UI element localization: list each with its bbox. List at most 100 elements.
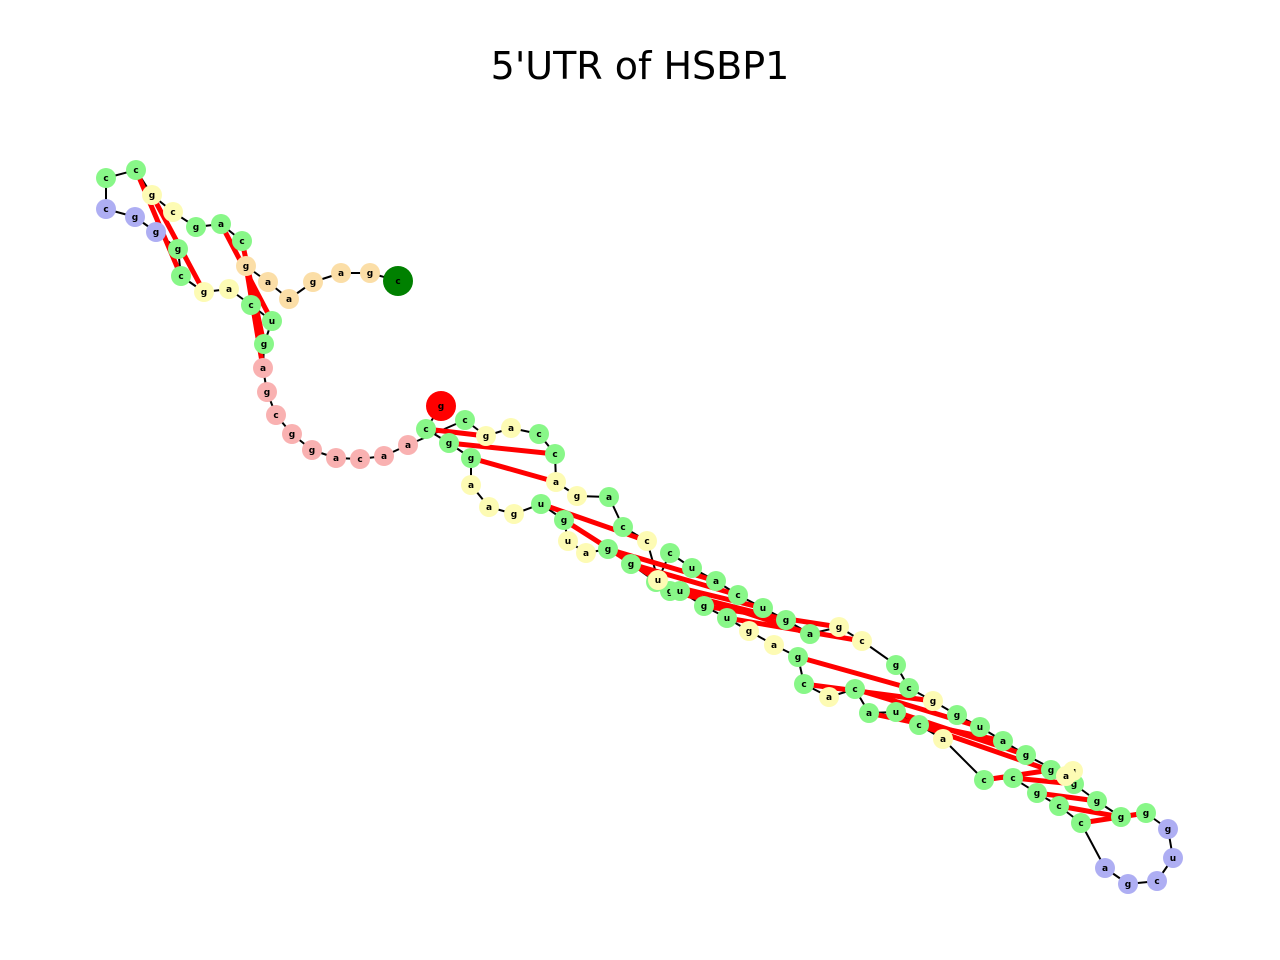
nucleotide-circle (800, 624, 820, 644)
nucleotide: g (146, 222, 166, 242)
nucleotide-circle (598, 539, 618, 559)
nucleotide: c (660, 543, 680, 563)
nucleotide: c (126, 160, 146, 180)
nucleotide-circle (753, 598, 773, 618)
base-pair-bond (540, 501, 648, 544)
nucleotide-circle (717, 608, 737, 628)
nucleotide-label: u (565, 537, 571, 547)
nucleotide: g (125, 207, 145, 227)
nucleotide-nodes: gcggaaguguaggugugugagcacaucaccgccagcuggg… (96, 160, 1183, 894)
nucleotide-label: a (713, 577, 719, 587)
nucleotide: g (1118, 874, 1138, 894)
nucleotide-circle (146, 222, 166, 242)
nucleotide-label: g (1023, 751, 1029, 761)
nucleotide-label: g (201, 288, 207, 298)
nucleotide-label: a (338, 269, 344, 279)
nucleotide-label: g (438, 402, 444, 412)
diagram-title: 5'UTR of HSBP1 (490, 44, 790, 88)
nucleotide: g (439, 433, 459, 453)
nucleotide: c (529, 424, 549, 444)
nucleotide-label: g (795, 653, 801, 663)
nucleotide: a (546, 472, 566, 492)
nucleotide-circle (819, 687, 839, 707)
nucleotide: g (1111, 807, 1131, 827)
nucleotide-circle (1049, 796, 1069, 816)
nucleotide: u (262, 311, 282, 331)
nucleotide-label: a (486, 503, 492, 513)
nucleotide-circle (1118, 874, 1138, 894)
nucleotide-label: u (677, 587, 683, 597)
nucleotide-label: g (930, 697, 936, 707)
nucleotide: g (254, 334, 274, 354)
nucleotide: g (302, 440, 322, 460)
nucleotide-circle (461, 475, 481, 495)
nucleotide-circle (232, 231, 252, 251)
nucleotide-circle (461, 448, 481, 468)
nucleotide-circle (142, 185, 162, 205)
nucleotide-label: g (746, 627, 752, 637)
nucleotide-label: g (954, 711, 960, 721)
nucleotide-circle (266, 405, 286, 425)
nucleotide-label: g (667, 587, 673, 597)
nucleotide-circle (219, 279, 239, 299)
nucleotide-label: c (273, 411, 278, 421)
nucleotide-circle (374, 446, 394, 466)
nucleotide-label: c (1154, 877, 1159, 887)
nucleotide-label: u (689, 564, 695, 574)
nucleotide-label: a (381, 452, 387, 462)
nucleotide-label: a (260, 364, 266, 374)
nucleotide-circle (923, 691, 943, 711)
nucleotide: c (416, 419, 436, 439)
nucleotide-circle (326, 448, 346, 468)
nucleotide: g (776, 610, 796, 630)
base-pair-bond (1058, 803, 1122, 820)
nucleotide: g (461, 448, 481, 468)
nucleotide-label: c (239, 237, 244, 247)
nucleotide-label: a (826, 693, 832, 703)
nucleotide: u (558, 531, 578, 551)
nucleotide: a (461, 475, 481, 495)
base-pair-bond (470, 455, 557, 485)
nucleotide-circle (974, 770, 994, 790)
nucleotide: c (266, 405, 286, 425)
nucleotide-circle (236, 256, 256, 276)
nucleotide-circle (670, 581, 690, 601)
nucleotide-circle (970, 717, 990, 737)
nucleotide-label: g (153, 228, 159, 238)
nucleotide: a (374, 446, 394, 466)
nucleotide: a (764, 635, 784, 655)
nucleotide: g (554, 510, 574, 530)
nucleotide-circle (682, 558, 702, 578)
nucleotide-label: c (801, 680, 806, 690)
nucleotide-label: a (265, 278, 271, 288)
nucleotide-circle (637, 531, 657, 551)
nucleotide-circle (621, 554, 641, 574)
nucleotide-label: a (606, 493, 612, 503)
nucleotide-label: g (243, 262, 249, 272)
nucleotide: c (96, 168, 116, 188)
nucleotide: c (1147, 871, 1167, 891)
nucleotide-label: u (977, 723, 983, 733)
nucleotide: u (682, 558, 702, 578)
base-pair-bond (1036, 790, 1098, 804)
nucleotide-circle (504, 504, 524, 524)
nucleotide-label: a (508, 424, 514, 434)
nucleotide: a (211, 214, 231, 234)
nucleotide-label: g (1048, 766, 1054, 776)
nucleotide: a (219, 279, 239, 299)
base-pair-bond (448, 440, 556, 457)
nucleotide-circle (728, 585, 748, 605)
nucleotide-label: a (468, 481, 474, 491)
nucleotide-circle (660, 543, 680, 563)
nucleotide-circle (426, 391, 456, 421)
nucleotide-label: u (724, 614, 730, 624)
start-nucleotide: g (426, 391, 456, 421)
nucleotide: c (728, 585, 748, 605)
nucleotide: c (909, 715, 929, 735)
nucleotide: a (1056, 766, 1076, 786)
nucleotide-circle (303, 272, 323, 292)
nucleotide-circle (993, 731, 1013, 751)
nucleotide: g (257, 382, 277, 402)
nucleotide: u (886, 702, 906, 722)
nucleotide-circle (439, 433, 459, 453)
